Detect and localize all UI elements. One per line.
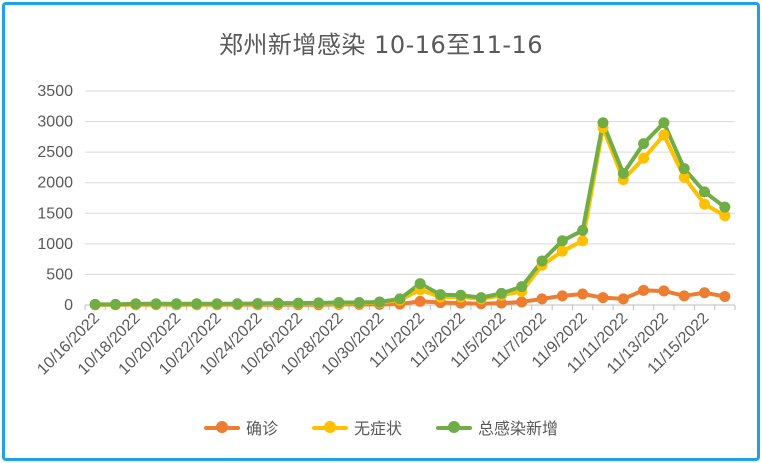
- y-tick-label: 3500: [37, 83, 73, 100]
- chart-plot: 050010001500200025003000350010/16/202210…: [34, 83, 736, 378]
- data-point: [638, 284, 650, 296]
- data-point: [536, 293, 548, 305]
- data-point: [333, 297, 345, 309]
- data-point: [272, 297, 284, 309]
- data-point: [191, 298, 203, 310]
- legend-item: 无症状: [311, 415, 402, 439]
- data-point: [516, 296, 528, 308]
- data-point: [719, 210, 731, 222]
- data-point: [414, 278, 426, 290]
- data-point: [130, 298, 142, 310]
- data-point: [638, 138, 650, 150]
- y-tick-label: 0: [64, 297, 73, 314]
- y-tick-label: 1000: [37, 236, 73, 253]
- data-point: [597, 117, 609, 129]
- data-point: [455, 289, 467, 301]
- y-tick-label: 500: [46, 266, 73, 283]
- legend-swatch: [436, 420, 472, 434]
- y-tick-label: 2000: [37, 175, 73, 192]
- data-point: [699, 198, 711, 210]
- y-tick-label: 1500: [37, 205, 73, 222]
- data-point: [414, 295, 426, 307]
- data-point: [434, 289, 446, 301]
- data-point: [658, 117, 670, 129]
- data-point: [292, 297, 304, 309]
- data-point: [495, 297, 507, 309]
- data-point: [678, 290, 690, 302]
- data-point: [597, 292, 609, 304]
- legend-item: 确诊: [203, 415, 278, 439]
- legend-swatch: [203, 420, 240, 434]
- chart-title: 郑州新增感染 10-16至11-16: [218, 31, 544, 59]
- series-line: [93, 125, 727, 307]
- data-point: [353, 297, 365, 309]
- data-point: [252, 297, 264, 309]
- legend-label: 确诊: [245, 419, 278, 438]
- data-point: [658, 129, 670, 141]
- data-point: [556, 235, 568, 247]
- data-point: [109, 298, 121, 310]
- data-point: [577, 288, 589, 300]
- data-point: [699, 287, 711, 299]
- data-point: [577, 235, 589, 247]
- data-point: [374, 296, 386, 308]
- data-point: [516, 281, 528, 293]
- data-point: [678, 171, 690, 183]
- data-point: [678, 163, 690, 175]
- data-point: [89, 298, 101, 310]
- legend-label: 总感染新增: [478, 419, 559, 438]
- data-point: [394, 293, 406, 305]
- data-point: [536, 255, 548, 267]
- y-tick-label: 2500: [37, 144, 73, 161]
- data-point: [617, 293, 629, 305]
- data-point: [556, 245, 568, 257]
- data-point: [231, 298, 243, 310]
- legend-label: 无症状: [353, 419, 402, 438]
- data-point: [699, 186, 711, 198]
- y-tick-label: 3000: [37, 114, 73, 131]
- data-point: [719, 290, 731, 302]
- data-point: [638, 152, 650, 164]
- chart-legend: 确诊 无症状 总感染新增: [5, 415, 757, 439]
- data-point: [577, 224, 589, 236]
- legend-item: 总感染新增: [436, 415, 558, 439]
- data-point: [617, 168, 629, 180]
- data-point: [150, 298, 162, 310]
- data-point: [170, 298, 182, 310]
- data-point: [313, 297, 325, 309]
- data-point: [495, 287, 507, 299]
- data-point: [719, 201, 731, 213]
- data-point: [475, 292, 487, 304]
- data-point: [658, 285, 670, 297]
- data-point: [211, 298, 223, 310]
- data-point: [556, 290, 568, 302]
- legend-swatch: [311, 420, 348, 434]
